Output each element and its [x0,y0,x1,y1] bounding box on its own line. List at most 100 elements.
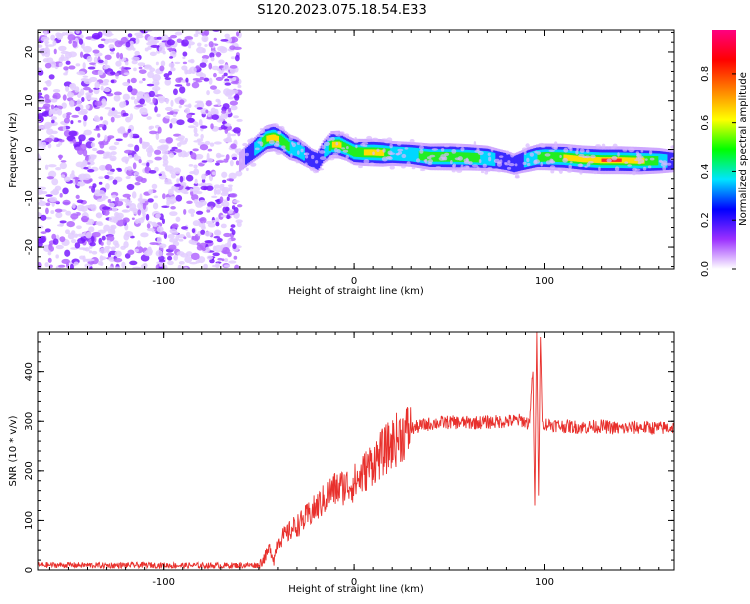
ridge-halo [275,140,280,146]
noise-speckle [151,183,158,190]
spectrogram-x-tick-label: -100 [152,276,175,287]
noise-speckle [126,166,133,171]
noise-speckle [158,255,165,261]
noise-speckle [216,154,225,158]
ridge-halo [569,161,573,164]
noise-speckle [97,69,104,76]
noise-speckle [176,38,183,44]
noise-speckle [56,143,61,148]
noise-speckle [163,144,169,150]
noise-speckle [231,156,238,161]
noise-speckle [174,183,181,187]
noise-speckle [78,134,86,142]
noise-speckle [152,202,159,210]
noise-speckle [132,266,142,269]
noise-speckle [215,160,225,163]
ridge-segment [284,139,287,149]
noise-speckle [169,170,174,174]
noise-speckle [98,123,104,128]
noise-speckle [221,258,225,262]
ridge-segment [394,146,397,161]
ridge-segment [415,147,418,163]
noise-speckle [64,249,71,257]
ridge-halo [336,149,341,154]
noise-speckle [171,146,178,150]
noise-speckle [203,30,210,36]
noise-speckle [235,160,240,166]
noise-speckle [188,43,192,49]
noise-speckle [43,98,52,104]
ridge-halo [304,155,309,159]
noise-speckle [108,44,115,49]
noise-speckle [169,123,173,129]
noise-speckle [220,38,229,42]
noise-speckle [206,209,211,213]
noise-speckle [88,97,97,101]
noise-speckle [127,143,134,148]
noise-speckle [178,260,185,265]
noise-speckle [144,166,149,171]
noise-speckle [102,206,111,211]
ridge-halo [632,171,636,176]
noise-speckle [87,168,95,173]
noise-speckle [162,159,169,165]
noise-speckle [51,178,59,186]
ridge-halo [319,150,326,154]
noise-speckle [193,168,200,176]
noise-speckle [201,58,208,64]
noise-speckle [158,173,162,177]
noise-speckle [122,132,128,138]
noise-speckle [68,65,76,70]
noise-speckle [88,185,93,189]
noise-speckle [83,86,91,91]
noise-speckle [117,127,126,133]
noise-speckle [101,98,107,105]
noise-speckle [200,229,206,235]
ridge-halo [282,149,287,152]
ridge-halo [525,143,530,148]
noise-speckle [38,189,44,196]
ridge-segment [385,148,388,158]
noise-speckle [91,235,95,243]
ridge-halo [321,144,326,150]
noise-speckle [161,218,165,225]
noise-speckle [82,159,88,166]
noise-speckle [175,77,183,83]
noise-speckle [154,156,162,161]
noise-speckle [129,260,138,266]
noise-speckle [148,145,153,152]
noise-speckle [102,30,111,37]
noise-speckle [143,250,153,257]
noise-speckle [213,235,221,239]
snr-y-axis-label: SNR (10 * v/v) [8,415,19,486]
noise-speckle [167,233,175,239]
ridge-halo [303,152,310,156]
noise-speckle [93,128,101,131]
ridge-segment [333,141,336,148]
ridge-halo [558,169,563,174]
noise-speckle [90,142,96,148]
ridge-segment [485,151,488,166]
noise-speckle [66,220,75,228]
noise-speckle [219,183,225,187]
ridge-halo [506,166,512,170]
ridge-segment [484,151,487,166]
ridge-halo [291,141,294,145]
noise-speckle [195,121,199,128]
ridge-segment [656,156,659,166]
snr-y-tick-label: 400 [24,362,35,381]
noise-speckle [87,66,96,70]
ridge-halo [482,163,487,168]
ridge-halo [257,135,265,138]
noise-speckle [215,162,220,166]
noise-speckle [230,81,239,85]
noise-speckle [188,239,196,245]
ridge-halo [244,152,249,157]
noise-speckle [227,96,234,100]
noise-speckle [68,40,72,44]
ridge-segment [281,136,284,147]
noise-speckle [207,201,216,209]
noise-speckle [61,32,67,36]
noise-speckle [112,206,118,212]
noise-speckle [206,255,213,260]
